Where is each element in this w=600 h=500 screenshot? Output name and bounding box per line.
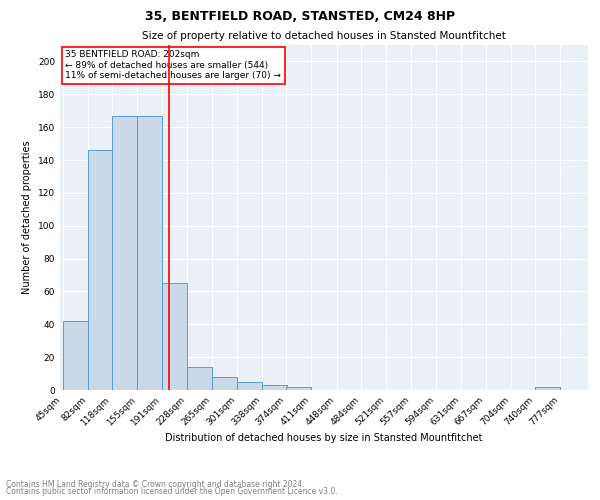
Bar [212, 377, 237, 390]
Title: Size of property relative to detached houses in Stansted Mountfitchet: Size of property relative to detached ho… [142, 32, 506, 42]
Bar [162, 283, 187, 390]
Text: Contains public sector information licensed under the Open Government Licence v3: Contains public sector information licen… [6, 487, 338, 496]
Bar [262, 385, 287, 390]
Bar [112, 116, 137, 390]
Y-axis label: Number of detached properties: Number of detached properties [22, 140, 32, 294]
Bar [187, 367, 212, 390]
Bar [535, 386, 560, 390]
Bar [236, 382, 262, 390]
Bar [62, 321, 88, 390]
Text: 35, BENTFIELD ROAD, STANSTED, CM24 8HP: 35, BENTFIELD ROAD, STANSTED, CM24 8HP [145, 10, 455, 23]
Bar [137, 116, 163, 390]
Bar [88, 150, 113, 390]
Text: 35 BENTFIELD ROAD: 202sqm
← 89% of detached houses are smaller (544)
11% of semi: 35 BENTFIELD ROAD: 202sqm ← 89% of detac… [65, 50, 281, 80]
X-axis label: Distribution of detached houses by size in Stansted Mountfitchet: Distribution of detached houses by size … [165, 432, 483, 442]
Bar [286, 386, 311, 390]
Text: Contains HM Land Registry data © Crown copyright and database right 2024.: Contains HM Land Registry data © Crown c… [6, 480, 305, 489]
